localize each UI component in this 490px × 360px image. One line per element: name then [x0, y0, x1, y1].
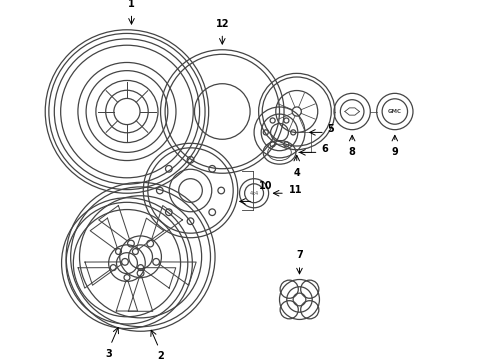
Text: 11: 11 [289, 185, 302, 195]
Text: 1: 1 [128, 0, 135, 9]
Text: 2: 2 [157, 351, 164, 360]
Text: GMC: GMC [388, 109, 402, 114]
Text: 4x4: 4x4 [249, 191, 259, 196]
Text: 3: 3 [105, 348, 112, 359]
Text: 5: 5 [328, 124, 334, 134]
Text: 6: 6 [321, 144, 328, 154]
Text: 10: 10 [259, 181, 272, 191]
Text: 8: 8 [349, 147, 356, 157]
Text: 12: 12 [216, 19, 229, 29]
Text: 9: 9 [392, 147, 398, 157]
Text: 7: 7 [296, 251, 303, 260]
Text: 4: 4 [294, 168, 300, 178]
